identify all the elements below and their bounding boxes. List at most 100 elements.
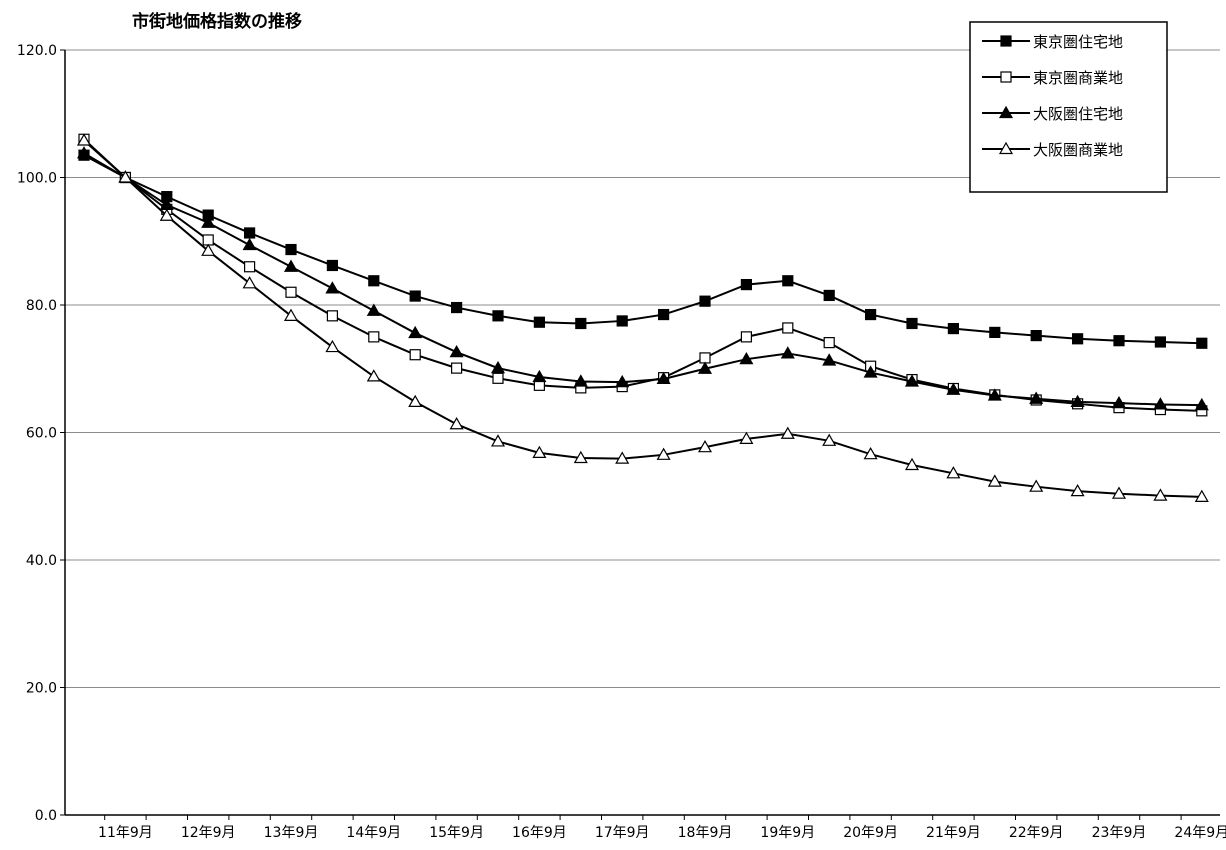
- data-point: [490, 434, 506, 447]
- data-point: [451, 301, 463, 314]
- data-point: [1070, 483, 1085, 497]
- data-point: [408, 394, 423, 407]
- data-point: [532, 369, 547, 383]
- data-point: [283, 259, 299, 272]
- y-tick-label: 80.0: [26, 298, 57, 314]
- data-point: [823, 337, 835, 349]
- legend-label: 東京圏住宅地: [1033, 33, 1123, 51]
- data-point: [1111, 486, 1127, 499]
- legend-label: 大阪圏住宅地: [1033, 105, 1123, 123]
- data-point: [1111, 395, 1127, 409]
- data-point: [946, 382, 961, 395]
- data-point: [1029, 479, 1044, 492]
- data-point: [1029, 391, 1044, 404]
- data-point: [76, 146, 92, 159]
- data-point: [449, 417, 464, 430]
- data-point: [326, 259, 338, 272]
- data-point: [1153, 397, 1168, 410]
- x-tick-label: 14年9月: [346, 825, 401, 841]
- data-point: [697, 439, 713, 453]
- data-point: [201, 215, 216, 228]
- data-point: [244, 227, 256, 239]
- data-point: [244, 261, 256, 273]
- data-point: [283, 308, 299, 321]
- y-tick-label: 20.0: [26, 681, 57, 697]
- data-point: [533, 316, 546, 328]
- data-point: [1071, 333, 1084, 345]
- data-point: [740, 279, 753, 291]
- series-line: [83, 152, 1202, 407]
- legend-marker: [998, 105, 1014, 119]
- data-point: [656, 371, 671, 385]
- x-tick-label: 15年9月: [429, 825, 484, 841]
- data-point: [201, 243, 216, 256]
- y-tick-labels: 0.0 20.0 40.0 60.0 80.0 100.0 120.0: [17, 43, 57, 824]
- y-tick-label: 100.0: [17, 171, 57, 187]
- data-point: [118, 170, 133, 183]
- data-point: [573, 450, 588, 464]
- legend-marker: [1000, 35, 1012, 47]
- data-point: [242, 237, 257, 251]
- data-point: [989, 326, 1001, 339]
- data-point: [242, 276, 257, 289]
- data-point: [409, 349, 421, 361]
- y-tick-label: 40.0: [26, 553, 57, 569]
- data-point: [822, 353, 837, 366]
- data-point: [987, 474, 1002, 487]
- data-point: [575, 317, 587, 330]
- y-tick-label: 120.0: [17, 43, 57, 59]
- data-point: [699, 295, 711, 307]
- series-group: [76, 133, 1209, 502]
- x-tick-label: 21年9月: [926, 825, 981, 841]
- x-tick-label: 12年9月: [181, 825, 236, 841]
- data-point: [326, 310, 338, 322]
- data-point: [987, 388, 1002, 401]
- data-point: [76, 133, 92, 146]
- x-tick-label: 18年9月: [678, 825, 733, 841]
- data-point: [615, 374, 630, 388]
- x-tick-label: 17年9月: [595, 825, 650, 841]
- data-point: [1194, 489, 1209, 502]
- legend-label: 大阪圏商業地: [1033, 141, 1123, 159]
- data-point: [449, 344, 464, 358]
- x-tick-label: 24年9月: [1174, 825, 1226, 841]
- data-point: [782, 322, 794, 334]
- data-point: [1030, 330, 1042, 342]
- x-tick-label: 13年9月: [264, 825, 319, 841]
- data-point: [1154, 336, 1167, 348]
- axes: [60, 49, 1220, 820]
- data-point: [616, 315, 628, 327]
- data-point: [409, 290, 421, 302]
- data-point: [1194, 397, 1209, 411]
- series-4: [76, 133, 1209, 502]
- data-point: [906, 317, 918, 330]
- data-point: [657, 308, 670, 321]
- data-point: [780, 346, 795, 359]
- data-point: [532, 445, 547, 458]
- x-tick-label: 22年9月: [1009, 825, 1064, 841]
- data-point: [492, 372, 504, 384]
- data-point: [904, 374, 920, 387]
- data-point: [285, 243, 297, 256]
- data-point: [1113, 335, 1125, 347]
- data-point: [492, 310, 504, 322]
- data-point: [904, 457, 920, 471]
- data-point: [739, 351, 754, 365]
- data-point: [573, 374, 588, 387]
- x-tick-label: 16年9月: [512, 825, 567, 841]
- data-point: [780, 426, 795, 439]
- data-point: [325, 339, 340, 353]
- data-point: [1196, 337, 1208, 349]
- data-point: [697, 361, 713, 374]
- data-point: [946, 466, 961, 479]
- data-point: [822, 433, 837, 446]
- y-tick-label: 60.0: [26, 426, 57, 442]
- legend-item: 東京圏商業地: [982, 69, 1123, 87]
- data-point: [368, 275, 380, 287]
- x-tick-labels: 11年9月 12年9月 13年9月 14年9月 15年9月 16年9月 17年9月 18年9月…: [98, 825, 1226, 841]
- legend-marker: [1000, 71, 1012, 83]
- data-point: [740, 331, 753, 343]
- data-point: [451, 362, 463, 374]
